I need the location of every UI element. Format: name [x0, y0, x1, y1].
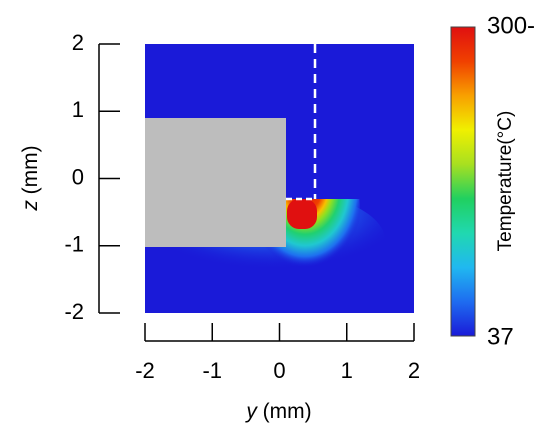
- colorbar-title: Temperature(°C): [495, 111, 516, 252]
- colorbar-max-label: 300-: [487, 12, 535, 39]
- y-tick-label: 1: [341, 358, 353, 383]
- y-tick-label: 2: [408, 358, 420, 383]
- hot-region: [287, 199, 317, 229]
- z-tick-label: 1: [72, 97, 84, 122]
- colorbar-gradient: [450, 26, 476, 337]
- z-axis-unit: (mm): [19, 145, 42, 200]
- y-axis-var: y: [244, 400, 258, 423]
- gray-block: [145, 118, 286, 247]
- z-axis-label: z (mm): [19, 145, 42, 211]
- z-axis-var: z: [19, 200, 42, 212]
- y-tick-label: -1: [202, 358, 222, 383]
- y-tick-label: -2: [135, 358, 155, 383]
- colorbar: 300- 37 Temperature(°C): [450, 12, 535, 350]
- plot-area: [145, 44, 414, 313]
- colorbar-min-label: 37: [487, 323, 514, 350]
- z-tick-label: -2: [64, 299, 84, 324]
- y-axis: -2 -1 0 1 2 y (mm): [135, 323, 420, 423]
- y-axis-label: y (mm): [244, 400, 311, 423]
- z-tick-label: -1: [64, 232, 84, 257]
- y-tick-label: 0: [273, 358, 285, 383]
- z-tick-label: 0: [72, 164, 84, 189]
- y-axis-unit: (mm): [257, 400, 312, 423]
- z-axis: 2 1 0 -1 -2 z (mm): [19, 30, 120, 324]
- z-tick-label: 2: [72, 30, 84, 55]
